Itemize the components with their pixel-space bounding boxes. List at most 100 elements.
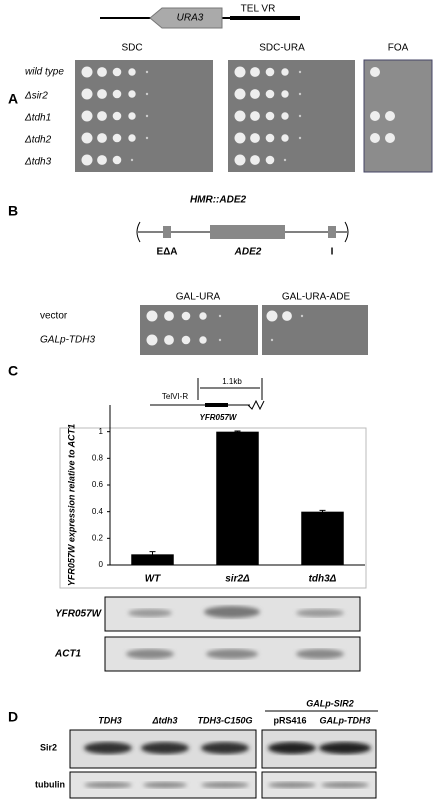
strain: GALp-TDH3 bbox=[320, 715, 371, 725]
gene-label: URA3 bbox=[177, 13, 204, 24]
band bbox=[296, 649, 344, 659]
band bbox=[268, 782, 316, 788]
colony bbox=[199, 312, 207, 320]
colony bbox=[298, 92, 302, 96]
colony bbox=[265, 67, 275, 77]
colony bbox=[234, 132, 246, 144]
colony bbox=[181, 335, 191, 345]
construct: HMR::ADE2 bbox=[190, 195, 247, 206]
colony bbox=[218, 314, 222, 318]
gene-label: YFR057W bbox=[200, 413, 238, 422]
colony bbox=[250, 155, 260, 165]
chart-frame bbox=[59, 427, 367, 589]
colony bbox=[298, 70, 302, 74]
gene-box bbox=[210, 225, 285, 239]
bar bbox=[131, 554, 174, 565]
medium: GAL-URA-ADE bbox=[282, 292, 351, 303]
telomere-label: TEL VR bbox=[241, 4, 276, 15]
row-label: tubulin bbox=[35, 779, 65, 789]
colony bbox=[300, 314, 304, 318]
x-tick-label: tdh3Δ bbox=[309, 574, 337, 585]
colony bbox=[385, 111, 395, 121]
band bbox=[296, 609, 344, 617]
gene-arrow bbox=[149, 7, 223, 29]
strain: Δtdh1 bbox=[24, 113, 51, 124]
colony bbox=[234, 88, 246, 100]
colony bbox=[81, 88, 93, 100]
strain: vector bbox=[40, 311, 68, 322]
strain: pRS416 bbox=[273, 715, 306, 725]
band bbox=[141, 742, 189, 754]
y-tick-label: 0.8 bbox=[92, 453, 104, 462]
colony bbox=[112, 133, 122, 143]
colony bbox=[97, 89, 107, 99]
colony bbox=[128, 68, 136, 76]
medium: FOA bbox=[388, 43, 409, 54]
gene-label: ADE2 bbox=[234, 247, 262, 258]
band bbox=[126, 649, 174, 659]
colony bbox=[270, 338, 274, 342]
colony bbox=[370, 67, 380, 77]
colony bbox=[385, 133, 395, 143]
bracket bbox=[136, 221, 349, 243]
colony bbox=[282, 311, 292, 321]
bar bbox=[216, 431, 259, 565]
strain: Δtdh2 bbox=[24, 135, 52, 146]
y-tick-label: 0.4 bbox=[92, 507, 104, 516]
band bbox=[201, 742, 249, 754]
colony bbox=[250, 133, 260, 143]
band bbox=[321, 782, 369, 788]
plate bbox=[140, 305, 258, 355]
colony bbox=[128, 90, 136, 98]
strain: Δtdh3 bbox=[151, 715, 177, 725]
medium: SDC bbox=[121, 43, 142, 54]
colony bbox=[146, 310, 158, 322]
colony bbox=[283, 158, 287, 162]
y-tick-label: 0.2 bbox=[92, 533, 104, 542]
colony bbox=[164, 311, 174, 321]
panel-label: C bbox=[8, 363, 18, 379]
colony bbox=[81, 66, 93, 78]
colony bbox=[265, 155, 275, 165]
row-label: Sir2 bbox=[40, 742, 57, 752]
error-bar bbox=[319, 509, 326, 514]
y-tick-label: 0.6 bbox=[92, 480, 104, 489]
colony bbox=[266, 310, 278, 322]
colony bbox=[281, 112, 289, 120]
telomere-label: TelVI-R bbox=[162, 392, 188, 401]
colony bbox=[81, 154, 93, 166]
band bbox=[128, 609, 172, 617]
panel-label: D bbox=[8, 709, 18, 725]
colony bbox=[81, 132, 93, 144]
error-bar bbox=[149, 551, 156, 558]
element-label: I bbox=[331, 247, 334, 258]
colony bbox=[128, 112, 136, 120]
strain: wild type bbox=[25, 67, 64, 78]
band bbox=[319, 742, 371, 754]
colony bbox=[112, 111, 122, 121]
silencer bbox=[328, 226, 336, 238]
colony bbox=[281, 68, 289, 76]
colony bbox=[112, 67, 122, 77]
colony bbox=[145, 70, 149, 74]
y-axis-label: YFR057W expression relative to ACT1 bbox=[66, 424, 76, 586]
x-tick-label: sir2Δ bbox=[225, 574, 250, 585]
band bbox=[84, 782, 132, 788]
colony bbox=[298, 136, 302, 140]
colony bbox=[218, 338, 222, 342]
colony bbox=[112, 155, 122, 165]
strain: Δtdh3 bbox=[24, 157, 52, 168]
colony bbox=[234, 66, 246, 78]
plate bbox=[75, 60, 213, 172]
y-tick-label: 0 bbox=[99, 560, 104, 569]
colony bbox=[298, 114, 302, 118]
band bbox=[268, 742, 316, 754]
strain: GALp-TDH3 bbox=[40, 335, 95, 346]
silencer bbox=[163, 226, 171, 238]
colony bbox=[181, 311, 191, 321]
x-tick-label: WT bbox=[145, 574, 161, 585]
colony bbox=[164, 335, 174, 345]
colony bbox=[250, 89, 260, 99]
plate bbox=[262, 305, 368, 355]
